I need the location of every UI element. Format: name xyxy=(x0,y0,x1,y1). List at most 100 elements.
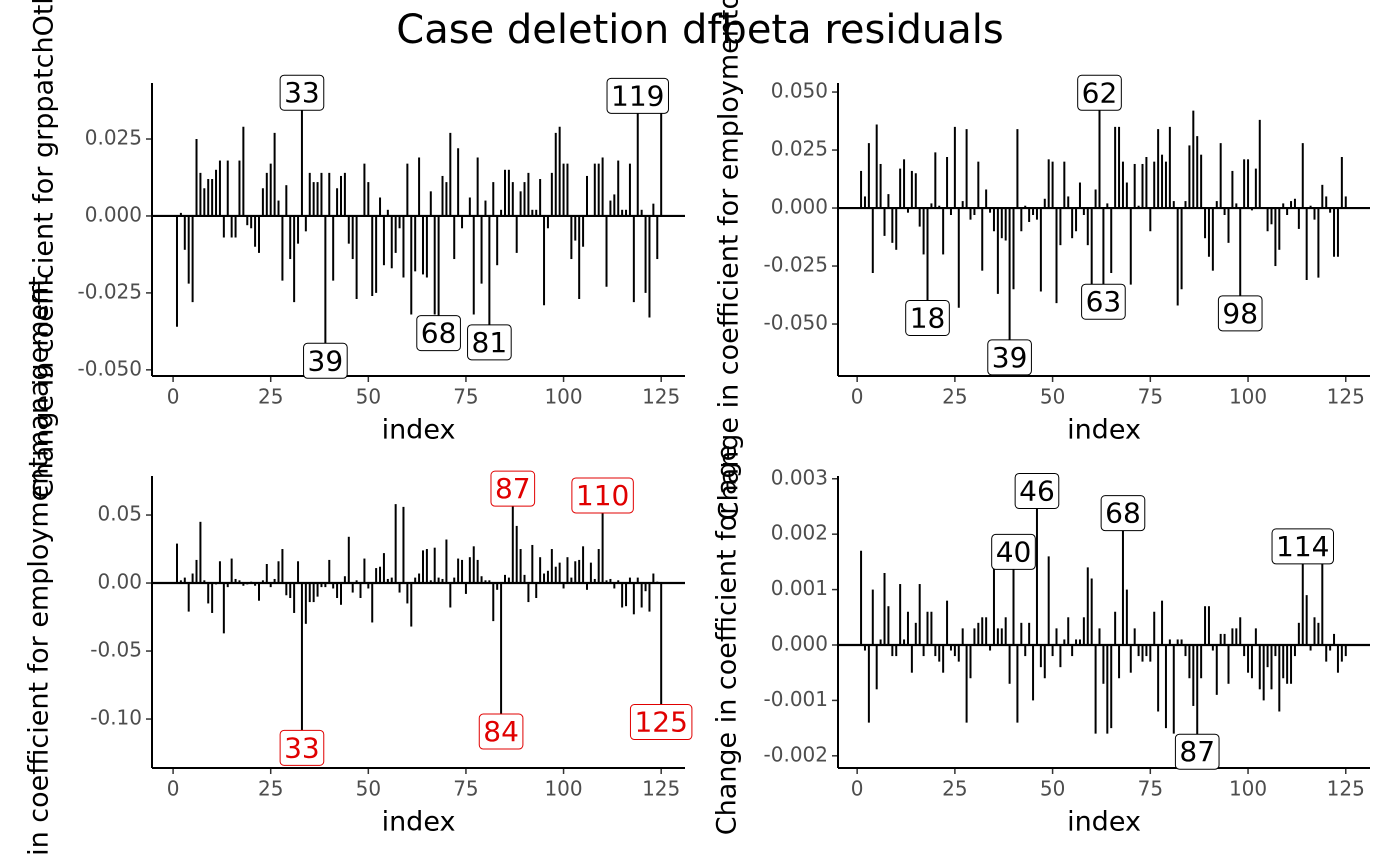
label-box xyxy=(991,533,1036,570)
point-label: 87 xyxy=(1174,733,1220,770)
y-tick-label: -0.025 xyxy=(764,253,828,277)
y-tick-label: -0.025 xyxy=(78,279,142,303)
x-tick-label: 50 xyxy=(1040,385,1065,409)
y-tick-label: -0.10 xyxy=(90,706,142,730)
label-text: 33 xyxy=(284,731,320,764)
x-axis-title: index xyxy=(382,807,456,838)
x-tick-label: 100 xyxy=(544,385,582,409)
point-label: 39 xyxy=(303,342,348,379)
point-label: 68 xyxy=(1100,495,1146,532)
label-box xyxy=(279,729,325,766)
point-label: 87 xyxy=(490,470,536,507)
y-tick-label: 0.00 xyxy=(97,570,142,594)
label-text: 119 xyxy=(611,79,664,112)
label-text: 33 xyxy=(284,76,320,109)
y-tick-label: -0.050 xyxy=(78,356,142,380)
label-text: 62 xyxy=(1082,76,1118,109)
point-label: 98 xyxy=(1217,295,1263,332)
point-label: 33 xyxy=(279,729,325,766)
label-text: 40 xyxy=(996,535,1032,568)
label-text: 63 xyxy=(1086,285,1122,318)
y-axis-title: Change in coefficient for age xyxy=(712,445,743,835)
x-tick-label: 75 xyxy=(453,777,478,801)
label-text: 110 xyxy=(576,479,629,512)
x-tick-label: 100 xyxy=(544,777,582,801)
label-box xyxy=(1174,733,1220,770)
y-axis-title: Change in coefficient for employmentmana… xyxy=(24,276,55,866)
label-box xyxy=(1217,295,1263,332)
x-tick-label: 0 xyxy=(167,385,180,409)
x-tick-label: 125 xyxy=(642,385,680,409)
label-box xyxy=(987,339,1032,376)
label-box xyxy=(1081,283,1126,320)
x-tick-label: 100 xyxy=(1229,777,1267,801)
label-box xyxy=(1271,528,1334,565)
label-box xyxy=(416,315,461,352)
point-label: 46 xyxy=(1014,472,1060,509)
point-label: 114 xyxy=(1271,528,1334,565)
point-label: 119 xyxy=(606,77,669,114)
x-tick-label: 25 xyxy=(942,777,967,801)
x-tick-label: 0 xyxy=(167,777,180,801)
x-tick-label: 0 xyxy=(851,777,864,801)
point-label: 40 xyxy=(991,533,1036,570)
x-tick-label: 25 xyxy=(942,385,967,409)
y-tick-label: 0.025 xyxy=(771,137,828,161)
y-tick-label: 0.003 xyxy=(771,465,828,489)
y-tick-label: 0.002 xyxy=(771,521,828,545)
x-axis-title: index xyxy=(1067,415,1141,446)
label-text: 46 xyxy=(1019,474,1055,507)
panel: 0.025 0.000 -0.025 -0.050 0 25 50 75 100 125 33 119… xyxy=(29,0,685,498)
point-label: 18 xyxy=(905,299,950,336)
label-box xyxy=(629,704,693,741)
y-axis-title: Change in coefficient for grppatchOther xyxy=(29,0,60,498)
point-label: 39 xyxy=(987,339,1032,376)
point-label: 110 xyxy=(571,477,634,514)
label-box xyxy=(478,713,524,750)
point-label: 81 xyxy=(467,324,512,361)
label-text: 39 xyxy=(308,344,344,377)
label-text: 87 xyxy=(495,472,531,505)
y-tick-label: 0.050 xyxy=(771,79,828,103)
label-box xyxy=(606,77,669,114)
y-tick-label: -0.001 xyxy=(764,687,828,711)
label-box xyxy=(467,324,512,361)
panel: 0.050 0.025 0.000 -0.025 -0.050 0 25 50 75 100 125… xyxy=(714,0,1370,520)
x-tick-label: 125 xyxy=(642,777,680,801)
label-text: 68 xyxy=(1105,497,1141,530)
figure-title: Case deletion dfbeta residuals xyxy=(396,7,1003,53)
label-box xyxy=(303,342,348,379)
label-text: 87 xyxy=(1179,735,1215,768)
label-text: 98 xyxy=(1222,297,1258,330)
x-tick-label: 50 xyxy=(356,777,381,801)
label-text: 18 xyxy=(910,301,946,334)
label-box xyxy=(905,299,950,336)
panel: 0.003 0.002 0.001 0.000 -0.001 -0.002 0 25 50 75 1… xyxy=(712,445,1370,838)
panel: 0.05 0.00 -0.05 -0.10 0 25 50 75 100 125 87 110 33 84… xyxy=(24,276,693,866)
label-text: 125 xyxy=(634,706,687,739)
point-label: 62 xyxy=(1077,74,1122,111)
label-box xyxy=(1100,495,1146,532)
y-tick-label: 0.025 xyxy=(85,126,142,150)
y-tick-label: -0.05 xyxy=(90,638,142,662)
label-box xyxy=(571,477,634,514)
y-tick-label: -0.002 xyxy=(764,742,828,766)
label-text: 114 xyxy=(1276,530,1329,563)
point-label: 125 xyxy=(629,704,693,741)
label-text: 81 xyxy=(472,326,508,359)
x-tick-label: 75 xyxy=(1138,385,1163,409)
label-text: 68 xyxy=(421,317,457,350)
x-axis-title: index xyxy=(1067,807,1141,838)
y-tick-label: 0.000 xyxy=(771,631,828,655)
label-box xyxy=(1077,74,1122,111)
point-label: 63 xyxy=(1081,283,1126,320)
y-tick-label: 0.000 xyxy=(771,195,828,219)
x-tick-label: 100 xyxy=(1229,385,1267,409)
y-tick-label: 0.000 xyxy=(85,202,142,226)
x-tick-label: 0 xyxy=(851,385,864,409)
label-box xyxy=(490,470,536,507)
label-box xyxy=(279,74,325,111)
y-axis-title: Change in coefficient for employmentothe… xyxy=(714,0,745,520)
point-label: 68 xyxy=(416,315,461,352)
